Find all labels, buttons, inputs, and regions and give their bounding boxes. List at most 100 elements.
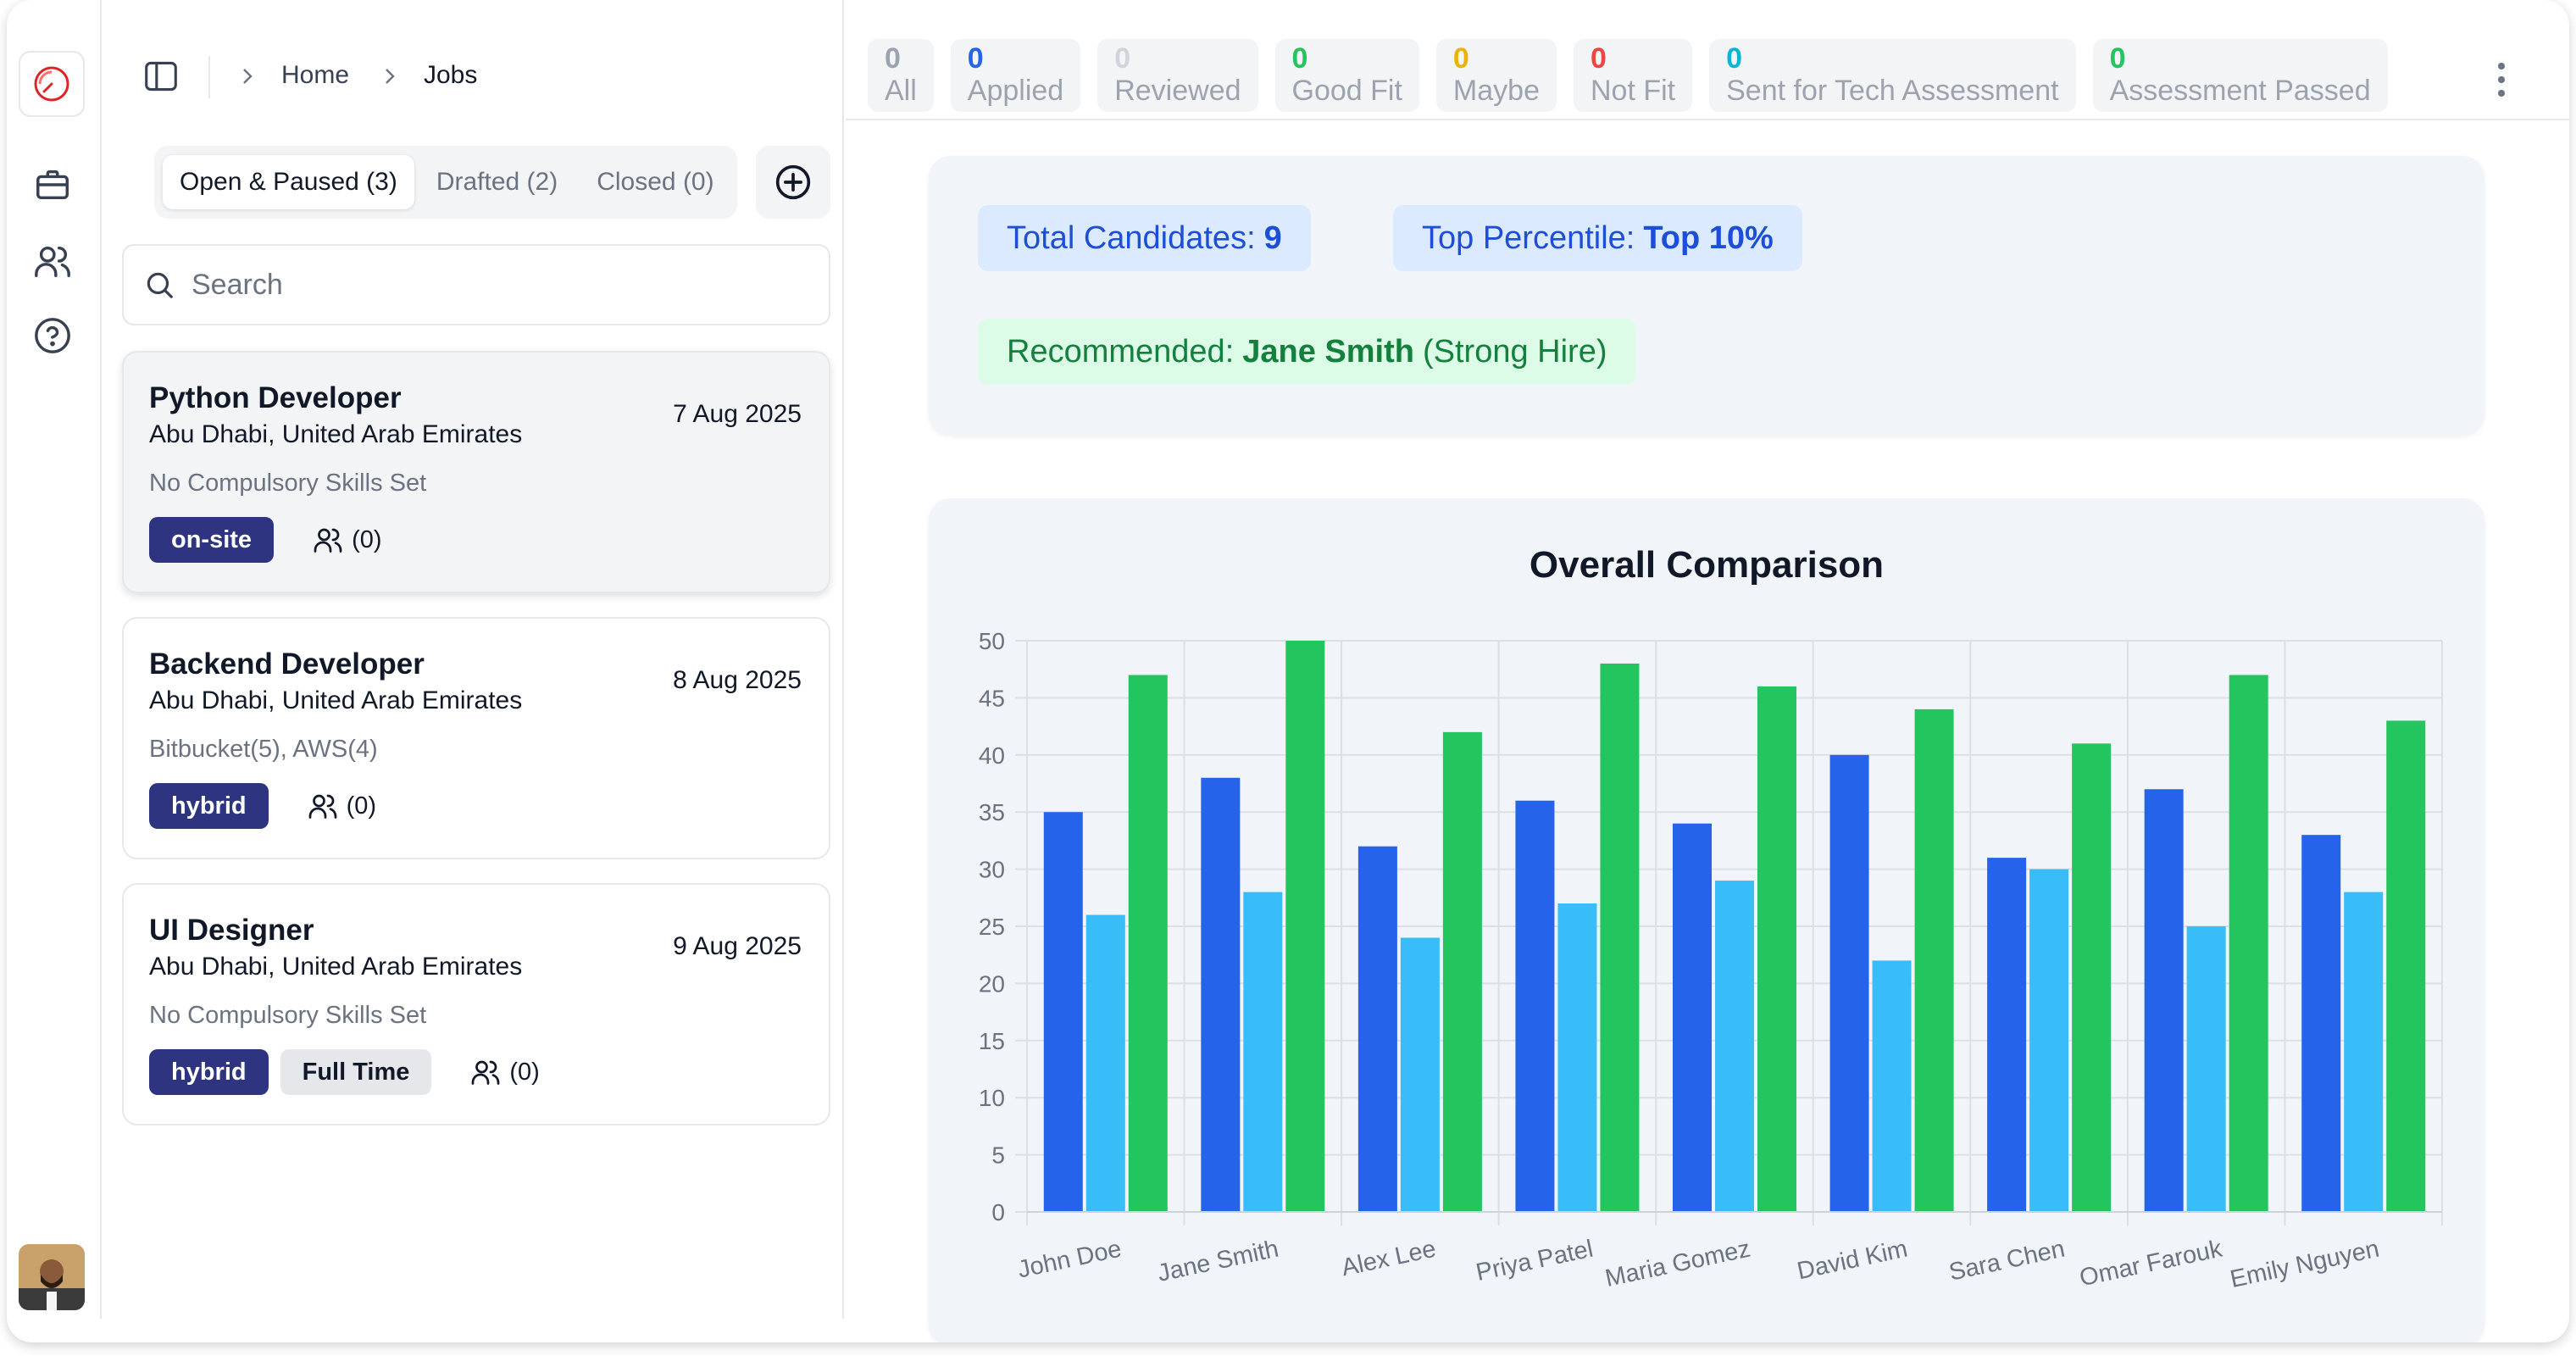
main-content: 0 All 0 Applied 0 Reviewed 0 Good Fit 0 Maybe 0 Not… <box>846 0 2569 1342</box>
user-avatar[interactable] <box>19 1244 85 1310</box>
y-tick-label: 50 <box>979 628 1005 654</box>
job-location: Abu Dhabi, United Arab Emirates <box>149 686 523 714</box>
status-filter-sent-for-tech-assessment[interactable]: 0 Sent for Tech Assessment <box>1709 39 2076 112</box>
breadcrumb: Home Jobs <box>103 0 844 153</box>
bar[interactable] <box>1673 823 1712 1212</box>
top-percentile-pill: Top Percentile: Top 10% <box>1393 205 1802 271</box>
search-input[interactable] <box>192 268 802 302</box>
y-tick-label: 30 <box>979 857 1005 883</box>
add-job-button[interactable] <box>756 146 830 219</box>
overall-comparison-card: Overall Comparison 0 5 10 15 20 25 30 35 40 45 50 J… <box>929 498 2484 1342</box>
top-percentile-value: Top 10% <box>1643 220 1774 256</box>
x-tick-label: John Doe <box>1015 1236 1124 1284</box>
bar[interactable] <box>2144 789 2184 1212</box>
job-card[interactable]: Python Developer Abu Dhabi, United Arab … <box>122 351 830 593</box>
status-count: 0 <box>1291 42 1308 75</box>
breadcrumb-home[interactable]: Home <box>281 61 350 89</box>
job-skills: No Compulsory Skills Set <box>149 470 427 497</box>
job-date: 7 Aug 2025 <box>673 400 802 428</box>
bar[interactable] <box>2029 869 2069 1212</box>
jobs-panel: Home Jobs Open & Paused (3) Drafted (2) … <box>103 0 844 1319</box>
y-tick-label: 40 <box>979 742 1005 769</box>
job-card[interactable]: Backend Developer Abu Dhabi, United Arab… <box>122 617 830 859</box>
recommended-label: Recommended: <box>1007 333 1235 370</box>
job-location: Abu Dhabi, United Arab Emirates <box>149 420 523 448</box>
bar[interactable] <box>1285 641 1325 1212</box>
bar[interactable] <box>1243 892 1283 1212</box>
bar[interactable] <box>1829 754 1869 1212</box>
y-tick-label: 10 <box>979 1085 1005 1111</box>
bar[interactable] <box>1043 812 1083 1212</box>
bar[interactable] <box>2301 835 2341 1212</box>
status-filter-assessment-passed[interactable]: 0 Assessment Passed <box>2092 39 2388 112</box>
status-filter-maybe[interactable]: 0 Maybe <box>1435 39 1557 112</box>
x-tick-label: Jane Smith <box>1155 1236 1281 1287</box>
status-filter-not-fit[interactable]: 0 Not Fit <box>1573 39 1693 112</box>
y-tick-label: 45 <box>979 685 1005 711</box>
bar[interactable] <box>1600 663 1640 1212</box>
x-tick-label: Emily Nguyen <box>2228 1236 2382 1293</box>
comparison-bar-chart: 0 5 10 15 20 25 30 35 40 45 50 John Doe Jane Smith Al… <box>979 628 2443 1293</box>
users-icon <box>472 1060 500 1085</box>
status-filter-applied[interactable]: 0 Applied <box>950 39 1081 112</box>
bar[interactable] <box>1515 800 1555 1212</box>
x-tick-label: Sara Chen <box>1946 1236 2067 1287</box>
bar[interactable] <box>1201 777 1241 1212</box>
status-filter-reviewed[interactable]: 0 Reviewed <box>1097 39 1258 112</box>
bar[interactable] <box>2072 743 2112 1212</box>
status-count: 0 <box>967 42 984 75</box>
x-tick-label: Alex Lee <box>1339 1236 1438 1282</box>
job-skills: No Compulsory Skills Set <box>149 1002 427 1029</box>
status-filter-good-fit[interactable]: 0 Good Fit <box>1274 39 1419 112</box>
status-count: 0 <box>1726 42 1743 75</box>
help-icon[interactable] <box>32 315 73 356</box>
tab-drafted[interactable]: Drafted (2) <box>436 168 558 196</box>
tab-closed[interactable]: Closed (0) <box>597 168 714 196</box>
bar[interactable] <box>2386 720 2426 1212</box>
breadcrumb-current: Jobs <box>424 61 478 89</box>
bar[interactable] <box>1128 675 1168 1212</box>
bar[interactable] <box>2229 675 2268 1212</box>
job-tags: hybrid Full Time (0) <box>149 1049 540 1095</box>
status-count: 0 <box>1590 42 1607 75</box>
bar[interactable] <box>1085 914 1125 1212</box>
users-icon <box>314 528 342 553</box>
bar[interactable] <box>2186 926 2226 1212</box>
y-tick-label: 5 <box>991 1142 1005 1169</box>
status-count: 0 <box>1452 42 1469 75</box>
work-mode-tag: hybrid <box>149 1049 269 1095</box>
applicant-count-value: (0) <box>352 525 382 553</box>
bar[interactable] <box>1914 709 1954 1212</box>
applicant-count: (0) <box>308 791 376 821</box>
job-tags: on-site (0) <box>149 517 382 563</box>
bar[interactable] <box>1557 903 1597 1212</box>
employment-type-tag: Full Time <box>280 1049 432 1095</box>
bar[interactable] <box>2344 892 2384 1212</box>
tab-open-paused[interactable]: Open & Paused (3) <box>163 155 414 209</box>
bar[interactable] <box>1987 858 2027 1212</box>
applicant-count-value: (0) <box>509 1058 540 1086</box>
bar[interactable] <box>1357 846 1397 1212</box>
briefcase-icon[interactable] <box>32 164 73 205</box>
recommended-pill: Recommended: Jane Smith (Strong Hire) <box>978 319 1636 385</box>
job-skills: Bitbucket(5), AWS(4) <box>149 736 378 763</box>
status-label: Maybe <box>1452 75 1540 107</box>
y-tick-label: 0 <box>991 1199 1005 1225</box>
applicant-count-value: (0) <box>346 792 377 820</box>
status-filter-list: 0 All 0 Applied 0 Reviewed 0 Good Fit 0 Maybe 0 Not… <box>868 39 2430 114</box>
status-filter-all[interactable]: 0 All <box>868 39 934 112</box>
bar[interactable] <box>1872 960 1912 1212</box>
sidebar-toggle-icon[interactable] <box>141 58 181 95</box>
bar[interactable] <box>1715 881 1754 1212</box>
users-icon[interactable] <box>32 241 73 281</box>
candidate-status-bar: 0 All 0 Applied 0 Reviewed 0 Good Fit 0 Maybe 0 Not… <box>846 0 2569 120</box>
more-options-icon[interactable] <box>2488 59 2515 100</box>
bar[interactable] <box>1757 686 1796 1212</box>
total-candidates-label: Total Candidates: <box>1007 220 1256 256</box>
app-logo[interactable] <box>19 51 85 117</box>
status-label: Good Fit <box>1291 75 1402 107</box>
status-label: Not Fit <box>1590 75 1676 107</box>
bar[interactable] <box>1442 731 1482 1212</box>
bar[interactable] <box>1400 937 1440 1212</box>
job-card[interactable]: UI Designer Abu Dhabi, United Arab Emira… <box>122 883 830 1125</box>
